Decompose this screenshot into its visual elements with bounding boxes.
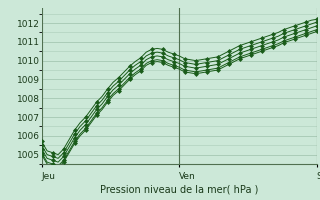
X-axis label: Pression niveau de la mer( hPa ): Pression niveau de la mer( hPa ) <box>100 185 258 195</box>
